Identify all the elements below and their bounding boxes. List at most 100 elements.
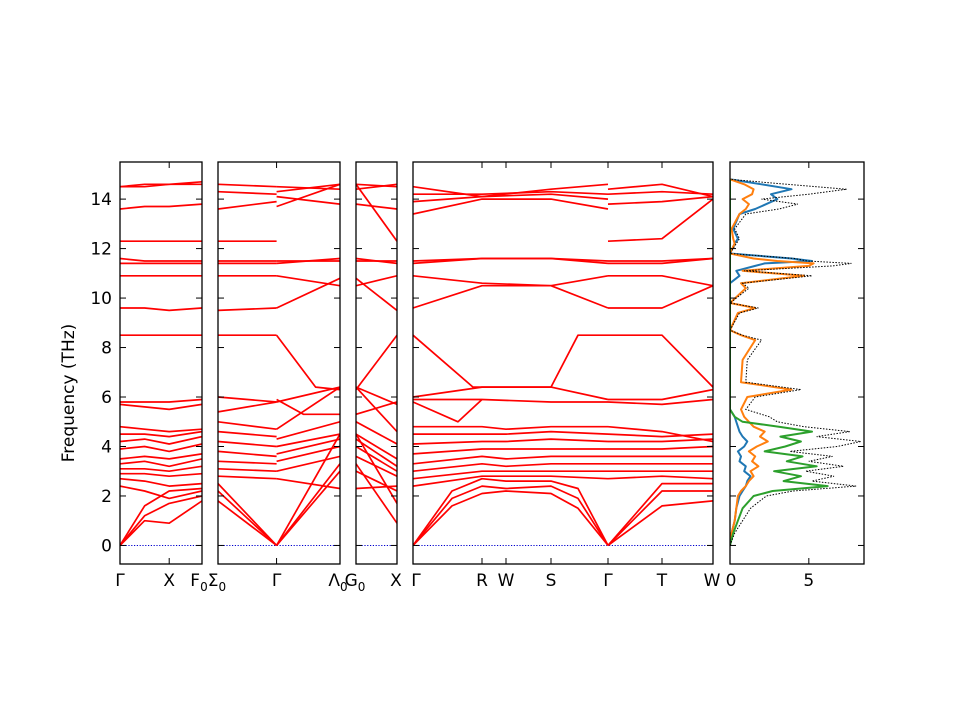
band-line — [120, 487, 202, 546]
band-line — [120, 430, 202, 438]
dos-curve-dos_3 — [730, 179, 829, 546]
panel-frame — [217, 161, 341, 565]
band-line — [120, 398, 202, 403]
band-line — [413, 198, 609, 215]
band-line — [120, 180, 202, 188]
band-lines — [413, 183, 713, 547]
band-line — [413, 398, 608, 403]
band-line — [120, 183, 202, 188]
band-line — [120, 465, 202, 473]
band-line — [356, 183, 397, 188]
dos-total-curve — [730, 178, 861, 546]
band-line — [276, 386, 340, 430]
band-line — [218, 440, 277, 448]
y-tick-label: 0 — [101, 536, 112, 556]
band-line — [120, 495, 202, 546]
band-line — [413, 425, 608, 431]
band-line — [607, 195, 713, 205]
band-line — [608, 284, 713, 309]
band-line — [608, 445, 713, 450]
band-line — [608, 257, 713, 262]
band-line — [276, 195, 340, 205]
band-line — [608, 274, 713, 287]
x-tick-label: W — [498, 571, 515, 591]
x-tick-label: Γ — [603, 571, 613, 591]
band-line — [356, 334, 397, 391]
band-line — [276, 455, 340, 473]
band-line — [218, 483, 278, 546]
band-line — [608, 334, 713, 388]
band-line — [413, 398, 483, 423]
x-tick-label: Γ — [115, 571, 125, 591]
dos-curve-dos_1 — [730, 178, 813, 546]
band-line — [120, 203, 202, 210]
band-line — [413, 257, 609, 262]
x-tick-label: Γ — [411, 571, 421, 591]
x-tick-label: W — [704, 571, 721, 591]
band-line — [120, 307, 202, 312]
dos-curve-dos_2 — [730, 178, 815, 546]
band-line — [413, 274, 609, 287]
panel-frame — [412, 161, 714, 565]
band-line — [120, 425, 202, 433]
y-tick-label: 4 — [101, 437, 112, 457]
band-line — [413, 334, 608, 388]
band-line — [356, 433, 397, 460]
band-line — [275, 470, 340, 546]
band-panel-3: G0 X — [345, 161, 402, 594]
band-line — [608, 438, 713, 443]
panel-frame — [119, 161, 203, 565]
band-line — [275, 334, 340, 391]
band-line — [356, 445, 397, 472]
band-line — [607, 425, 713, 443]
band-line — [607, 433, 713, 438]
band-line — [413, 430, 609, 435]
band-line — [218, 396, 277, 403]
band-line — [276, 386, 340, 403]
band-line — [413, 477, 609, 546]
band-line — [120, 477, 202, 487]
band-line — [218, 475, 277, 480]
band-line — [413, 475, 609, 487]
band-line — [413, 470, 608, 480]
band-line — [218, 500, 278, 547]
y-tick-label: 8 — [101, 339, 112, 359]
band-line — [356, 386, 397, 433]
x-tick-label: R — [476, 571, 488, 591]
y-tick-label: 2 — [101, 487, 112, 507]
y-axis-label: Frequency (THz) — [59, 324, 79, 463]
band-line — [607, 500, 713, 547]
band-line — [356, 438, 397, 468]
x-tick-label: X — [163, 571, 175, 591]
band-line — [276, 274, 340, 287]
band-line — [413, 462, 608, 473]
band-lines — [356, 183, 397, 524]
band-line — [413, 193, 609, 203]
band-line — [218, 183, 277, 188]
band-line — [120, 500, 202, 546]
band-line — [413, 284, 609, 309]
band-line — [413, 455, 608, 465]
band-line — [413, 485, 609, 546]
band-line — [218, 460, 277, 465]
band-line — [607, 475, 713, 480]
y-tick-label: 6 — [101, 388, 112, 408]
band-line — [356, 401, 397, 416]
band-line — [120, 403, 202, 411]
band-line — [218, 420, 277, 431]
band-line — [356, 203, 397, 210]
band-line — [218, 450, 277, 458]
band-line — [120, 458, 202, 468]
band-line — [275, 433, 340, 546]
x-tick-label: T — [656, 571, 668, 591]
band-line — [276, 445, 340, 463]
band-lines — [218, 183, 340, 547]
y-tick-label: 14 — [90, 190, 112, 210]
band-line — [607, 198, 713, 243]
band-line — [607, 183, 713, 198]
y-tick-label: 10 — [90, 289, 112, 309]
band-line — [356, 386, 397, 406]
